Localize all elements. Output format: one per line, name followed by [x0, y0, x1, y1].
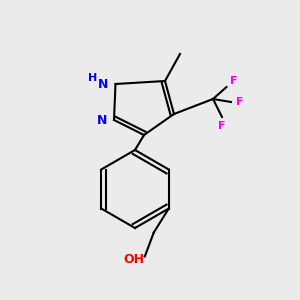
Text: N: N [97, 113, 107, 127]
Text: F: F [236, 97, 244, 107]
Text: N: N [98, 77, 109, 91]
Text: F: F [230, 76, 238, 86]
Text: H: H [88, 73, 98, 83]
Text: OH: OH [124, 253, 145, 266]
Text: F: F [218, 121, 226, 131]
